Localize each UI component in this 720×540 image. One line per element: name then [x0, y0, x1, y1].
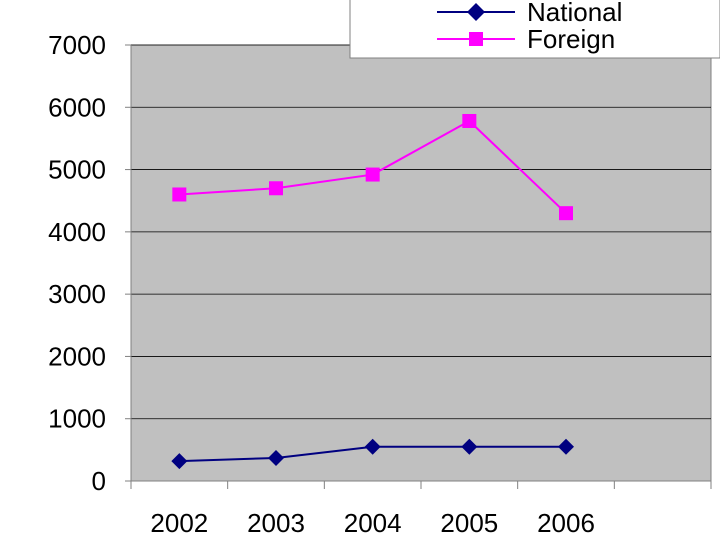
data-point-national	[461, 438, 478, 455]
y-tick-label: 5000	[48, 155, 106, 185]
data-point-foreign	[365, 167, 380, 182]
x-tick-label: 2006	[537, 508, 595, 538]
y-tick-label: 4000	[48, 217, 106, 247]
data-point-foreign	[269, 181, 283, 196]
y-tick-label: 1000	[48, 404, 106, 434]
y-tick-label: 6000	[48, 92, 106, 122]
legend-label-foreign: Foreign	[527, 24, 615, 54]
y-tick-label: 2000	[48, 341, 106, 371]
data-point-national	[364, 438, 381, 455]
legend-marker-national	[467, 3, 485, 21]
x-tick-label: 2005	[440, 508, 498, 538]
y-tick-label: 3000	[48, 279, 106, 309]
data-point-foreign	[172, 187, 187, 202]
x-tick-label: 2003	[247, 508, 305, 538]
legend-box	[349, 0, 720, 59]
plot-area	[130, 44, 712, 482]
data-point-foreign	[462, 113, 477, 128]
data-point-national	[558, 438, 574, 455]
data-point-foreign	[559, 206, 573, 221]
y-axis: 0 1000 2000 3000 4000 5000 6000 7000	[48, 30, 132, 496]
x-tick-label: 2004	[344, 508, 402, 538]
x-axis: 2002 2003 2004 2005 2006	[130, 480, 712, 538]
legend: National Foreign	[349, 0, 720, 59]
x-tick-label: 2002	[150, 508, 208, 538]
data-point-national	[171, 453, 188, 470]
series-group	[171, 113, 574, 470]
y-tick-label: 7000	[48, 30, 106, 60]
plot-background	[130, 44, 712, 482]
legend-label-national: National	[527, 0, 622, 27]
y-tick-label: 0	[92, 466, 106, 496]
legend-marker-foreign	[469, 32, 483, 46]
data-point-national	[268, 449, 284, 466]
